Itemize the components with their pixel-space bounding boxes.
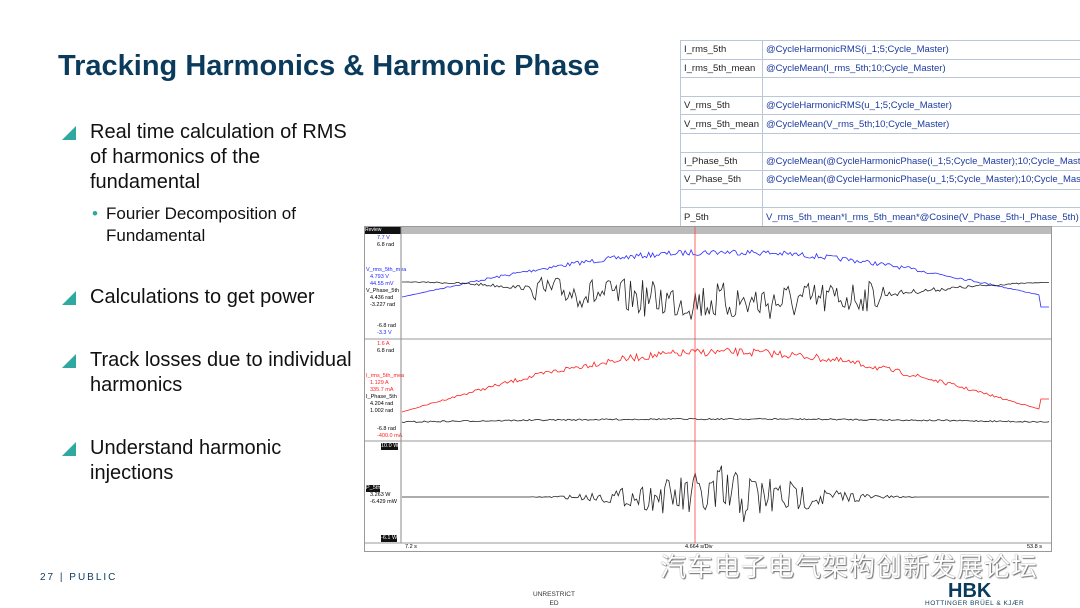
unrestricted-label: UNRESTRICT ED <box>533 591 575 607</box>
formula-table: I_rms_5th @CycleHarmonicRMS(i_1;5;Cycle_M… <box>680 40 1080 227</box>
x-div-label: 4.664 s/Div <box>685 544 713 550</box>
label: 3.263 W <box>370 492 391 498</box>
label: V_rms_5th_mea <box>366 267 407 273</box>
label: -3.227 rad <box>370 302 396 308</box>
waveform-plot <box>365 227 1051 544</box>
formula-cell: @CycleMean(V_rms_5th;10;Cycle_Master) <box>761 114 1080 134</box>
triangle-bullet-icon <box>62 354 76 368</box>
sub-bullet: Fourier Decomposition of Fundamental <box>90 203 360 247</box>
bullet-text: Understand harmonic injections <box>90 437 282 484</box>
x-end-label: 53.8 s <box>1027 544 1042 550</box>
table-row: I_rms_5th_mean @CycleMean(I_rms_5th;10;Cy… <box>680 58 1080 79</box>
name-cell: V_Phase_5th <box>680 170 763 190</box>
label: 1.002 rad <box>370 408 394 414</box>
label: -6.8 rad <box>377 426 396 432</box>
label: V_Phase_5th <box>366 288 400 294</box>
label: -6.8 rad <box>377 323 396 329</box>
label: -3.3 V <box>377 330 392 336</box>
name-cell <box>680 132 763 153</box>
triangle-bullet-icon <box>62 291 76 305</box>
classification: PUBLIC <box>69 572 118 583</box>
label: 4.204 rad <box>370 401 394 407</box>
label: 44.55 mV <box>370 281 394 287</box>
label: 7.7 V <box>377 235 390 241</box>
label: 4.436 rad <box>370 295 394 301</box>
table-row <box>680 188 1080 209</box>
formula-cell <box>761 188 1080 209</box>
watermark: 汽车电子电气架构创新发展论坛 <box>660 552 1039 582</box>
bullet-item: Real time calculation of RMS of harmonic… <box>60 120 360 247</box>
bullet-text: Real time calculation of RMS of harmonic… <box>90 121 347 193</box>
label: 6.8 rad <box>377 242 395 248</box>
formula-cell: @CycleMean(@CycleHarmonicPhase(i_1;5;Cyc… <box>761 151 1080 172</box>
triangle-bullet-icon <box>62 442 76 456</box>
table-row: P_5th V_rms_5th_mean*I_rms_5th_mean*@Cosi… <box>680 207 1080 227</box>
bullet-item: Understand harmonic injections <box>60 436 360 486</box>
i-phase-trace <box>401 417 1050 423</box>
chart-toolbar <box>401 227 1051 234</box>
formula-cell: @CycleMean(I_rms_5th;10;Cycle_Master) <box>761 58 1080 79</box>
label: P_5th <box>366 485 381 492</box>
label: 335.7 mA <box>370 387 394 393</box>
chart-header: Review <box>365 227 401 234</box>
waveform-chart: Review 7.7 V 6.8 rad V_rms_5th_mea 4.793… <box>364 226 1052 552</box>
name-cell: V_rms_5th <box>680 95 763 116</box>
label: -6.1 W <box>381 535 398 542</box>
label: -400.0 mA <box>377 433 403 439</box>
name-cell <box>680 188 763 209</box>
name-cell: I_rms_5th <box>680 40 763 60</box>
label: 4.793 V <box>370 274 389 280</box>
table-row: V_rms_5th_mean @CycleMean(V_rms_5th;10;Cy… <box>680 114 1080 134</box>
formula-cell: @CycleHarmonicRMS(i_1;5;Cycle_Master) <box>761 40 1080 60</box>
label: I_Phase_5th <box>366 394 397 400</box>
label: 1.129 A <box>370 380 389 386</box>
v-rms-trace <box>401 248 1049 308</box>
v-phase-trace <box>402 276 1050 320</box>
table-row: V_rms_5th @CycleHarmonicRMS(u_1;5;Cycle_M… <box>680 95 1080 116</box>
bullet-list: Real time calculation of RMS of harmonic… <box>60 120 360 524</box>
name-cell: V_rms_5th_mean <box>680 114 763 134</box>
formula-cell: @CycleMean(@CycleHarmonicPhase(u_1;5;Cyc… <box>761 170 1080 190</box>
label: 10.0 W <box>381 443 399 450</box>
name-cell: I_Phase_5th <box>680 151 763 172</box>
bullet-text: Calculations to get power <box>90 286 315 308</box>
table-row: V_Phase_5th @CycleMean(@CycleHarmonicPhas… <box>680 170 1080 190</box>
bullet-item: Calculations to get power <box>60 285 360 310</box>
table-row <box>680 132 1080 153</box>
label: I_rms_5th_mea <box>366 373 405 379</box>
label: -6.429 mW <box>370 499 397 505</box>
formula-cell <box>761 132 1080 153</box>
logo-subtitle: HOTTINGER BRÜEL & KJÆR <box>925 600 1025 607</box>
x-start-label: 7.2 s <box>405 544 417 550</box>
hbk-logo: HBK <box>948 580 992 602</box>
name-cell <box>680 77 763 97</box>
label: 6.8 rad <box>377 348 395 354</box>
name-cell: I_rms_5th_mean <box>680 58 763 79</box>
table-row: I_Phase_5th @CycleMean(@CycleHarmonicPhas… <box>680 151 1080 172</box>
footer-page: 27 | PUBLIC <box>40 572 118 583</box>
table-row: I_rms_5th @CycleHarmonicRMS(i_1;5;Cycle_M… <box>680 40 1080 60</box>
bullet-text: Track losses due to individual harmonics <box>90 349 352 396</box>
bullet-item: Track losses due to individual harmonics <box>60 348 360 398</box>
i-rms-trace <box>401 347 1049 413</box>
formula-cell: V_rms_5th_mean*I_rms_5th_mean*@Cosine(V_… <box>761 207 1080 227</box>
name-cell: P_5th <box>680 207 763 227</box>
table-row <box>680 77 1080 97</box>
formula-cell <box>761 77 1080 97</box>
page-number: 27 <box>40 572 56 583</box>
power-trace <box>402 465 1049 522</box>
slide-title: Tracking Harmonics & Harmonic Phase <box>58 50 600 82</box>
triangle-bullet-icon <box>62 126 76 140</box>
label: 1.6 A <box>377 341 390 347</box>
formula-cell: @CycleHarmonicRMS(u_1;5;Cycle_Master) <box>761 95 1080 116</box>
